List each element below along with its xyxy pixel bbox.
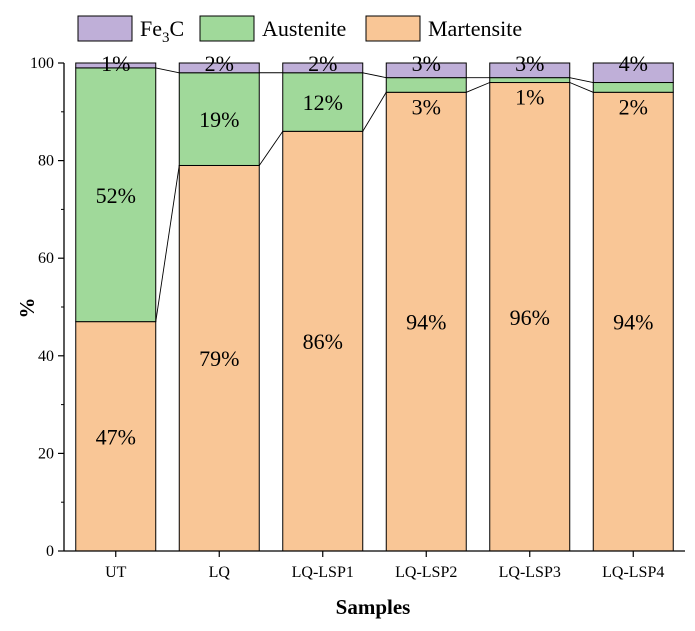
legend-label-fe3c: Fe3C [140,16,184,46]
label-austenite-lq-lsp2: 3% [412,94,441,119]
y-tick-label-0: 0 [46,543,54,560]
y-tick-label-20: 20 [38,445,54,462]
legend-label-austenite: Austenite [262,16,346,41]
y-tick-label-40: 40 [38,348,54,365]
bars-layer [75,62,674,552]
label-fe3c-ut: 1% [101,51,130,76]
bar-fe3c-lq-lsp4 [592,62,674,84]
label-martensite-ut: 47% [96,424,136,449]
connector-line-4-1 [466,82,490,93]
bar-labels-layer: 47% 52% 1% 79% 19% 2% 86% 12% 2% 94% 3% 3% 96% 1% 3% 94… [96,51,654,449]
x-tick-label-lq-lsp4: LQ-LSP4 [602,564,664,581]
x-axis-ticks: UT LQ LQ-LSP1 LQ-LSP2 LQ-LSP3 LQ-LSP4 [105,551,664,581]
label-fe3c-lq-lsp3: 3% [515,51,544,76]
label-martensite-lq-lsp3: 96% [510,305,550,330]
bar-fe3c-lq [178,62,260,74]
label-austenite-lq-lsp4: 2% [619,94,648,119]
bar-martensite-lq [178,164,260,552]
y-tick-label-100: 100 [30,55,54,72]
label-austenite-lq-lsp1: 12% [303,90,343,115]
label-fe3c-lq-lsp4: 4% [619,51,648,76]
connector-line-5-2 [569,77,594,83]
bar-martensite-lq-lsp4 [592,91,674,552]
y-axis-title: % [15,298,39,319]
connector-line-5-1 [569,82,594,93]
label-austenite-ut: 52% [96,183,136,208]
x-tick-label-lq-lsp1: LQ-LSP1 [292,564,354,581]
x-tick-label-lq-lsp2: LQ-LSP2 [395,564,457,581]
bar-martensite-ut [75,321,157,552]
bar-austenite-lq-lsp3 [489,77,571,84]
connector-line-1-1 [155,165,180,322]
label-martensite-lq: 79% [199,346,239,371]
bar-austenite-ut [75,67,157,323]
bar-martensite-lq-lsp3 [489,82,571,552]
legend-swatch-fe3c [77,15,133,42]
x-tick-label-lq-lsp3: LQ-LSP3 [499,564,561,581]
legend: Fe3C Austenite Martensite [77,15,522,46]
bar-fe3c-lq-lsp3 [489,62,571,79]
label-austenite-lq-lsp3: 1% [515,85,544,110]
bar-fe3c-lq-lsp1 [282,62,364,74]
bar-fe3c-ut [75,62,157,69]
bar-austenite-lq-lsp4 [592,82,674,93]
y-axis-ticks: 0 20 40 60 80 100 [30,55,64,560]
label-fe3c-lq-lsp2: 3% [412,51,441,76]
connector-line-1-2 [155,67,180,74]
bar-martensite-lq-lsp2 [385,91,467,552]
x-axis-title: Samples [336,595,411,619]
label-fe3c-lq: 2% [205,51,234,76]
connector-line-2-1 [258,131,284,166]
bar-austenite-lq-lsp2 [385,77,467,93]
x-tick-label-ut: UT [105,564,127,581]
connector-lines [155,67,594,322]
y-tick-label-80: 80 [38,153,54,170]
label-fe3c-lq-lsp1: 2% [308,51,337,76]
legend-swatch-martensite [365,15,421,42]
label-martensite-lq-lsp4: 94% [613,310,653,335]
x-tick-label-lq: LQ [209,564,231,581]
legend-swatch-austenite [199,15,255,42]
y-tick-label-60: 60 [38,250,54,267]
bar-fe3c-lq-lsp2 [385,62,467,79]
axes [63,63,685,552]
label-martensite-lq-lsp1: 86% [303,329,343,354]
legend-label-martensite: Martensite [428,16,522,41]
connector-line-3-1 [362,92,387,132]
connector-line-3-2 [362,72,387,79]
bar-austenite-lq [178,72,260,166]
label-martensite-lq-lsp2: 94% [406,310,446,335]
label-austenite-lq: 19% [199,107,239,132]
